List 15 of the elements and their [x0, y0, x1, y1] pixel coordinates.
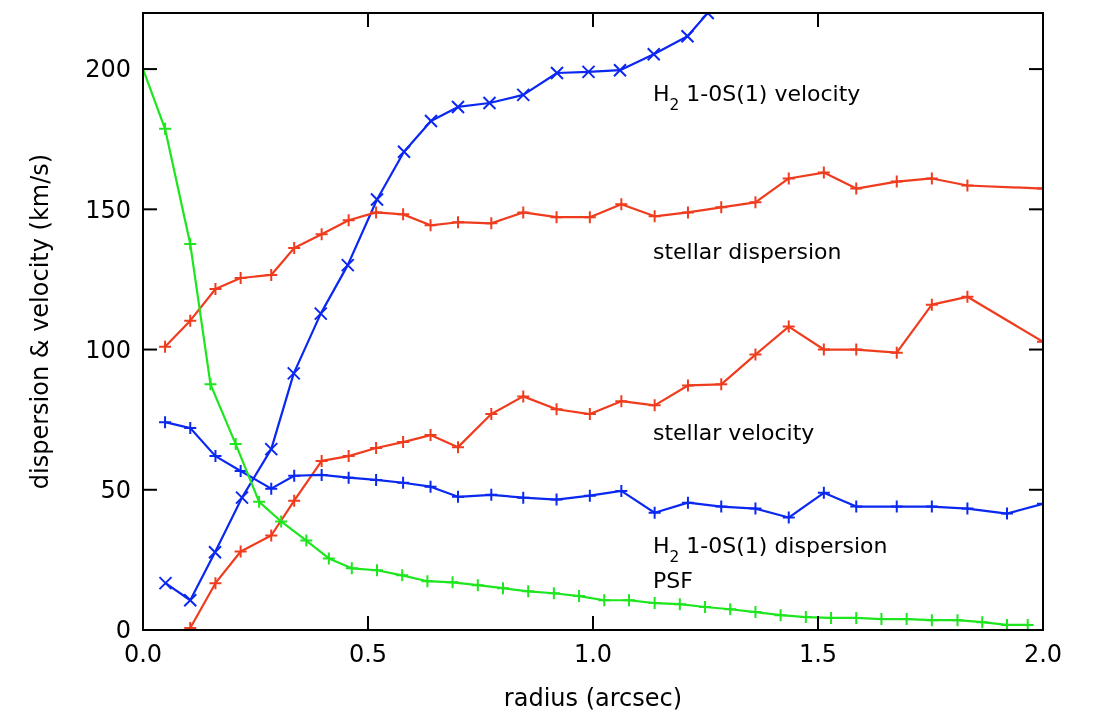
- x-tick-label: 1.5: [798, 640, 838, 668]
- annotation: stellar dispersion: [653, 238, 842, 264]
- y-tick-label: 150: [85, 195, 131, 224]
- y-tick-label: 50: [100, 476, 131, 505]
- annotation: PSF: [653, 567, 693, 593]
- x-tick-label: 2.0: [1023, 640, 1063, 668]
- x-tick-label: 0.5: [348, 640, 388, 668]
- y-axis-title: dispersion & velocity (km/s): [26, 153, 54, 490]
- y-tick-label: 200: [85, 55, 131, 84]
- x-tick-label: 1.0: [573, 640, 613, 668]
- x-axis-title: radius (arcsec): [503, 684, 683, 712]
- annotation: H$_{2}$ 1-0S(1) dispersion: [653, 532, 888, 566]
- annotation: stellar velocity: [653, 419, 815, 445]
- annotation: H$_{2}$ 1-0S(1) velocity: [653, 80, 861, 114]
- y-tick-label: 100: [85, 335, 131, 364]
